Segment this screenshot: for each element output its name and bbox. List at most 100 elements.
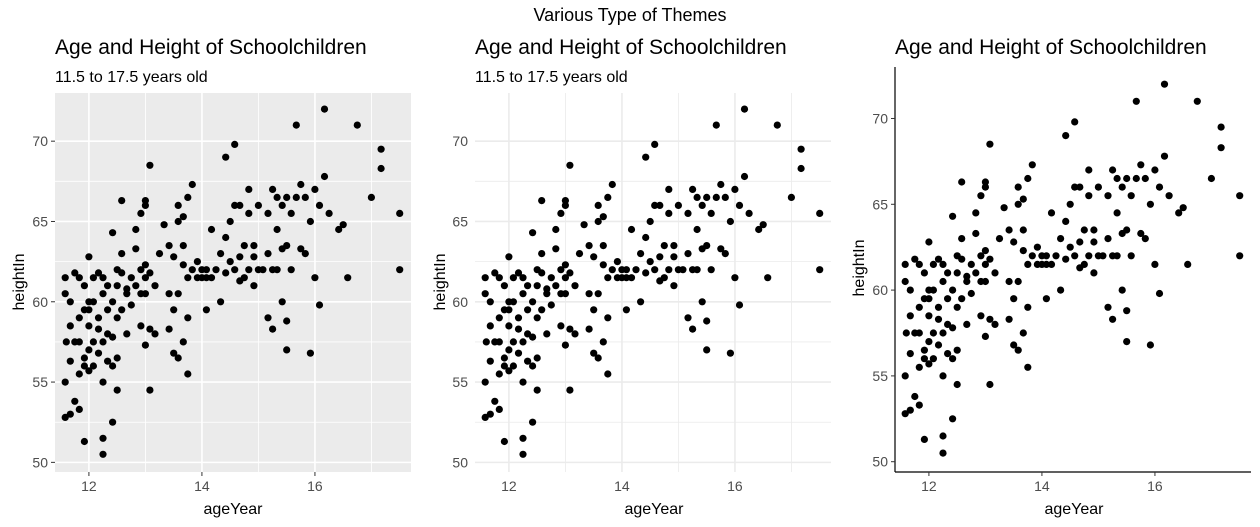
data-point — [1137, 229, 1145, 238]
data-point — [1104, 303, 1112, 311]
data-point — [184, 370, 192, 378]
data-point — [250, 242, 258, 250]
data-point — [920, 269, 929, 277]
data-point — [703, 242, 711, 250]
data-point — [566, 325, 574, 333]
data-point — [963, 277, 971, 286]
data-point — [141, 197, 149, 205]
data-point — [627, 274, 636, 282]
data-point — [66, 357, 74, 365]
data-point — [1057, 286, 1065, 294]
data-point — [335, 225, 343, 234]
data-point — [109, 298, 117, 306]
data-point — [137, 209, 145, 217]
data-point — [269, 325, 277, 333]
data-point — [146, 325, 154, 333]
data-point — [109, 362, 117, 370]
data-point — [557, 322, 565, 330]
data-point — [1024, 303, 1032, 311]
data-point — [529, 333, 537, 341]
data-point — [315, 201, 324, 209]
data-point — [301, 193, 309, 201]
data-point — [236, 253, 244, 261]
data-point — [1080, 260, 1088, 268]
data-point — [590, 253, 598, 261]
data-point — [693, 225, 701, 234]
y-tick-label: 60 — [452, 294, 468, 310]
x-axis-label: ageYear — [624, 501, 684, 518]
data-point — [155, 250, 164, 258]
data-point — [665, 209, 673, 217]
data-point — [906, 286, 914, 294]
data-point — [590, 349, 598, 357]
data-point — [949, 355, 957, 363]
data-point — [566, 269, 574, 277]
data-point — [231, 201, 239, 209]
data-point — [958, 235, 966, 243]
data-point — [972, 229, 980, 238]
data-point — [925, 360, 933, 368]
data-point — [1010, 295, 1018, 303]
data-point — [109, 229, 117, 237]
x-tick-label: 16 — [1147, 478, 1163, 494]
data-point — [396, 266, 404, 274]
data-point — [287, 209, 295, 217]
data-point — [75, 274, 83, 282]
data-point — [495, 370, 503, 378]
data-point — [94, 349, 103, 357]
data-point — [264, 314, 272, 322]
data-point — [264, 250, 272, 258]
data-point — [495, 274, 503, 282]
data-point — [89, 274, 97, 282]
data-point — [240, 242, 248, 250]
data-point — [1132, 97, 1140, 105]
data-point — [505, 253, 513, 261]
plot-panel — [55, 93, 411, 472]
data-point — [995, 235, 1004, 243]
data-point — [552, 225, 560, 234]
data-point — [1014, 200, 1022, 208]
data-point — [519, 290, 527, 298]
data-point — [1042, 260, 1050, 268]
data-point — [292, 121, 300, 129]
data-point — [245, 185, 253, 193]
data-point — [1137, 161, 1145, 169]
data-point — [141, 261, 149, 269]
data-point — [929, 329, 938, 337]
data-point — [920, 435, 929, 443]
data-point — [1057, 235, 1065, 243]
x-axis-label: ageYear — [203, 501, 263, 518]
data-point — [1146, 200, 1154, 208]
data-point — [311, 185, 319, 193]
data-point — [915, 363, 923, 371]
data-point — [514, 269, 523, 277]
x-tick-label: 12 — [501, 478, 517, 494]
data-point — [80, 437, 88, 446]
plot-title: Age and Height of Schoolchildren — [895, 36, 1207, 59]
data-point — [986, 380, 994, 389]
data-point — [1123, 307, 1131, 315]
data-point — [953, 269, 961, 277]
x-tick-label: 14 — [614, 478, 630, 494]
data-point — [1028, 161, 1036, 169]
data-point — [481, 290, 489, 298]
data-point — [552, 282, 560, 290]
data-point — [509, 362, 517, 370]
data-point — [977, 192, 985, 200]
data-point — [764, 274, 772, 282]
data-point — [915, 303, 923, 311]
data-point — [127, 274, 135, 282]
data-point — [585, 325, 593, 333]
data-point — [179, 261, 187, 269]
data-point — [939, 277, 947, 286]
data-point — [505, 322, 513, 330]
data-point — [920, 355, 929, 363]
data-point — [170, 253, 178, 261]
data-point — [1104, 192, 1112, 200]
data-point — [1010, 341, 1018, 349]
data-point — [665, 185, 673, 193]
data-point — [94, 269, 103, 277]
data-point — [665, 266, 673, 274]
data-point — [396, 209, 404, 217]
data-point — [622, 266, 631, 274]
